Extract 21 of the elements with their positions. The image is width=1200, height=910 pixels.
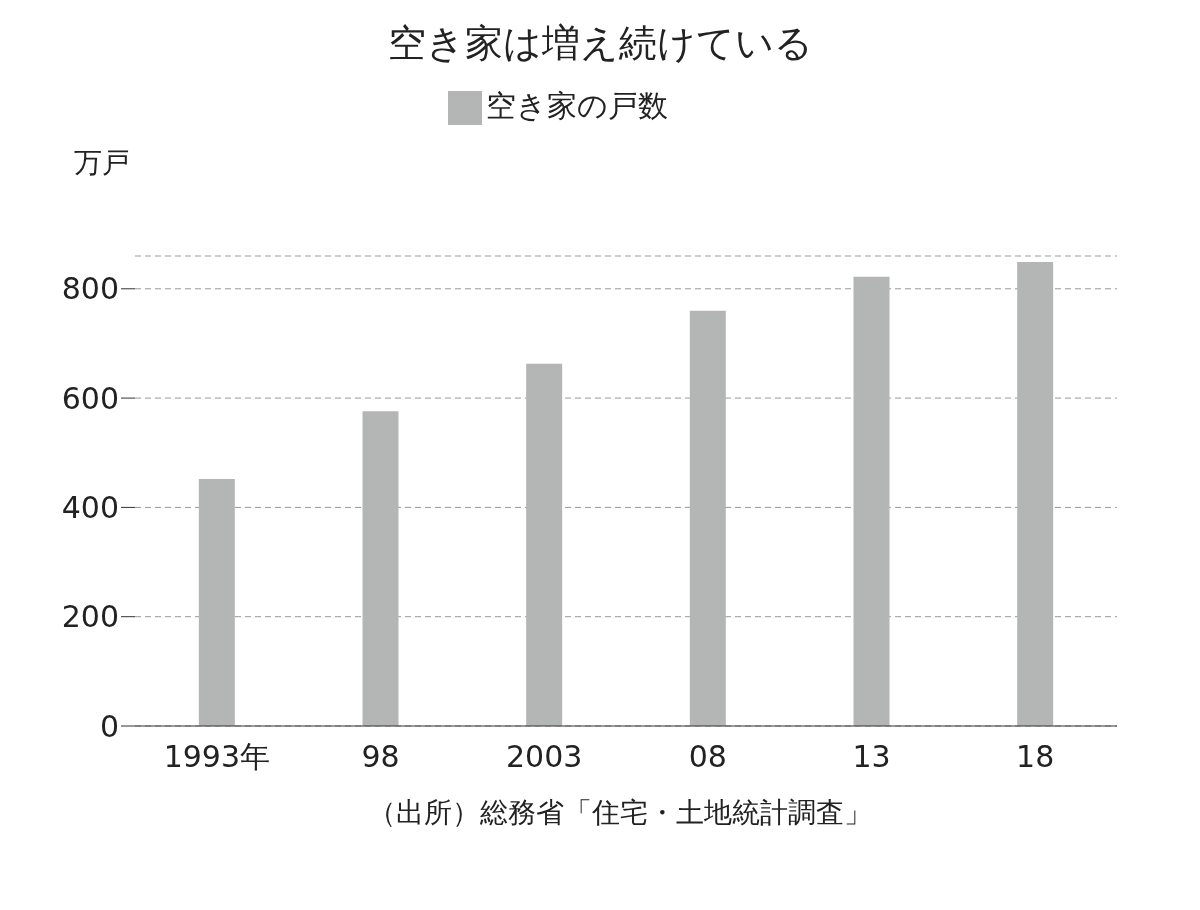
bar (853, 276, 890, 726)
x-tick-label: 13 (852, 739, 891, 775)
x-tick-label: 08 (688, 739, 727, 775)
bar (198, 478, 235, 726)
x-tick-label: 2003 (505, 739, 583, 775)
x-tick-label: 18 (1016, 739, 1055, 775)
chart-title: 空き家は増え続けている (386, 20, 814, 67)
y-tick-label: 400 (61, 490, 119, 526)
y-tick-label: 800 (61, 271, 119, 307)
y-tick-label: 200 (61, 599, 119, 635)
bar (362, 411, 399, 726)
text: （出所）総務省「住宅・土地統計調査」 (367, 795, 873, 831)
y-tick-label: 0 (99, 708, 119, 744)
bar (526, 363, 563, 726)
y-axis-title: 万戸 (74, 145, 130, 181)
legend-label: 空き家の戸数 (485, 88, 668, 123)
x-tick-label: 98 (361, 739, 400, 775)
bar (689, 310, 726, 726)
y-tick-label: 600 (61, 380, 119, 416)
bar (1017, 262, 1054, 726)
x-tick-label: 1993年 (163, 739, 271, 775)
